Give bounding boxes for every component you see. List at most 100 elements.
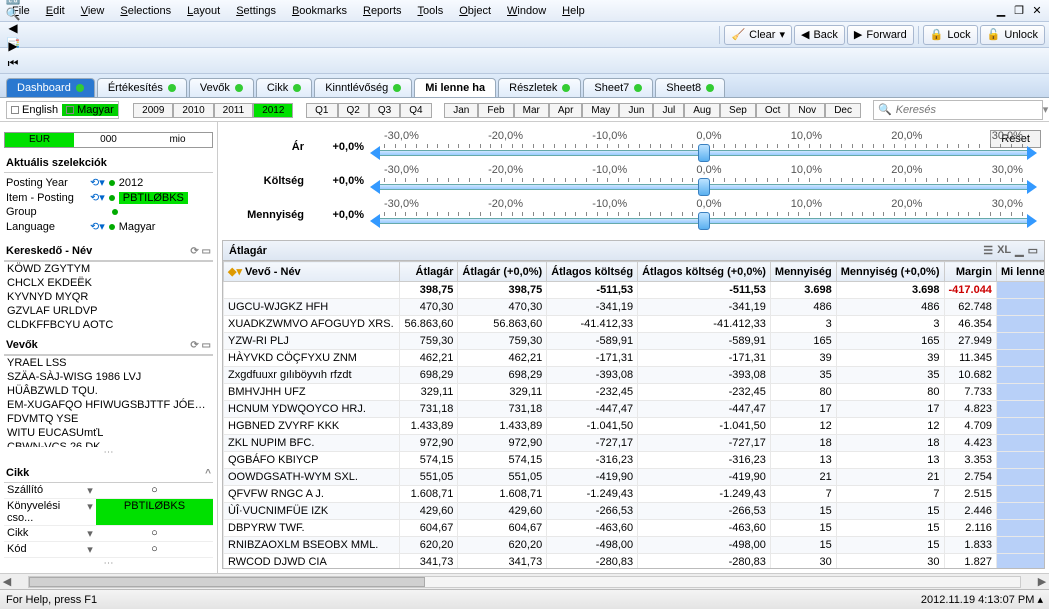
month-Apr[interactable]: Apr xyxy=(549,103,583,118)
list-item[interactable]: GZVLAF URLDVP xyxy=(4,304,213,318)
month-Aug[interactable]: Aug xyxy=(684,103,720,118)
tab-vevők[interactable]: Vevők xyxy=(189,78,254,97)
grid-col-header[interactable]: Átlagár xyxy=(400,262,458,282)
cikk-row[interactable]: Kód ▾ ○ xyxy=(4,542,213,558)
list1[interactable]: KÖWD ZGYTYMCHCLX EKDEËKKYVNYD MYQRGZVLAF… xyxy=(4,261,213,330)
table-row[interactable]: ÙÎ·VUCNIMFÜE IZK429,60429,60-266,53-266,… xyxy=(224,503,1045,520)
menu-selections[interactable]: Selections xyxy=(112,3,179,19)
year-2011[interactable]: 2011 xyxy=(214,103,254,118)
month-Jan[interactable]: Jan xyxy=(444,103,478,118)
grid-col-header[interactable]: Margin xyxy=(944,262,996,282)
minimize-icon[interactable]: ▁ xyxy=(993,4,1009,18)
cikk-expand-icon[interactable]: ^ xyxy=(205,468,211,479)
lock-button[interactable]: 🔒 Lock xyxy=(923,25,978,45)
menu-settings[interactable]: Settings xyxy=(228,3,284,19)
tab-részletek[interactable]: Részletek xyxy=(498,78,581,97)
table-row[interactable]: ZKL NUPIM BFC.972,90972,90-727,17-727,17… xyxy=(224,435,1045,452)
menu-help[interactable]: Help xyxy=(554,3,593,19)
slider-thumb[interactable] xyxy=(698,178,710,196)
menu-window[interactable]: Window xyxy=(499,3,554,19)
close-icon[interactable]: ✕ xyxy=(1029,4,1045,18)
scroll-right-icon[interactable]: ▶ xyxy=(1035,575,1049,588)
table-row[interactable]: QFVFW RNGC A J.1.608,711.608,71-1.249,43… xyxy=(224,486,1045,503)
list2-more-icon[interactable]: ⋯ xyxy=(4,447,213,458)
unlock-button[interactable]: 🔓 Unlock xyxy=(980,25,1045,45)
table-row[interactable]: RNIBZAOXLM BSEOBX MML.620,20620,20-498,0… xyxy=(224,537,1045,554)
grid-max-icon[interactable]: ▭ xyxy=(1028,244,1038,257)
table-row[interactable]: HÀYVKD CÖÇFYXU ZNM462,21462,21-171,31-17… xyxy=(224,350,1045,367)
undo-icon[interactable]: ⟲▾ xyxy=(90,220,105,233)
tab-sheet8[interactable]: Sheet8 xyxy=(655,78,725,97)
h-scrollbar[interactable]: ◀ ▶ xyxy=(0,573,1049,589)
slider-track[interactable]: -30,0%-20,0%-10,0%0,0%10,0%20,0%30,0% xyxy=(374,198,1033,232)
search-input[interactable] xyxy=(896,104,1039,116)
currency-mio[interactable]: mio xyxy=(143,133,212,147)
table-row[interactable]: QGBÁFO KBIYCP574,15574,15-316,23-316,231… xyxy=(224,452,1045,469)
slider-track[interactable]: -30,0%-20,0%-10,0%0,0%10,0%20,0%30,0% xyxy=(374,164,1033,198)
month-May[interactable]: May xyxy=(582,103,619,118)
toolbar-icon[interactable]: ◀ xyxy=(4,19,22,37)
quarter-Q4[interactable]: Q4 xyxy=(400,103,431,118)
tab-kinntlévőség[interactable]: Kinntlévőség xyxy=(314,78,412,97)
menu-layout[interactable]: Layout xyxy=(179,3,228,19)
selection-value[interactable]: PBTILØBKS xyxy=(119,192,188,204)
table-row[interactable]: XUADKZWMVO AFOGUYD XRS.56.863,6056.863,6… xyxy=(224,316,1045,333)
slider-track[interactable]: -30,0%-20,0%-10,0%0,0%10,0%20,0%30,0% xyxy=(374,130,1033,164)
grid-col-header[interactable]: Átlagár (+0,0%) xyxy=(458,262,547,282)
cikk-row[interactable]: Szállító ▾ ○ xyxy=(4,483,213,499)
grid-col-header[interactable]: Mennyiség xyxy=(770,262,836,282)
slider-left-icon[interactable] xyxy=(370,214,380,228)
toolbar-icon[interactable]: ▶ xyxy=(4,37,22,55)
toolbar-icon[interactable]: ⏮ xyxy=(4,55,22,73)
table-row[interactable]: UGCU-WJGKZ HFH470,30470,30-341,19-341,19… xyxy=(224,299,1045,316)
grid-export-icon[interactable]: ☰ xyxy=(983,244,993,257)
table-row[interactable]: YZW-RI PLJ759,30759,30-589,91-589,911651… xyxy=(224,333,1045,350)
list2[interactable]: YRAEL LSSSZÄA-SÀJ-WISG 1986 LVJHÜÂBZWLD … xyxy=(4,355,213,447)
list-item[interactable]: SZÄA-SÀJ-WISG 1986 LVJ xyxy=(4,370,213,384)
lang-magyar[interactable]: Magyar xyxy=(62,104,118,116)
slider-right-icon[interactable] xyxy=(1027,180,1037,194)
search-box[interactable]: 🔍 ▾ xyxy=(873,100,1043,120)
tab-sheet7[interactable]: Sheet7 xyxy=(583,78,653,97)
forward-button[interactable]: ▶ Forward xyxy=(847,25,914,45)
grid-excel-icon[interactable]: XL xyxy=(997,244,1011,257)
currency-000[interactable]: 000 xyxy=(74,133,143,147)
month-Oct[interactable]: Oct xyxy=(756,103,790,118)
year-2012[interactable]: 2012 xyxy=(253,103,293,118)
table-row[interactable]: HCNUM YDWQOYCO HRJ.731,18731,18-447,47-4… xyxy=(224,401,1045,418)
chevron-down-icon[interactable]: ▾ xyxy=(1043,103,1049,116)
cikk-row[interactable]: Könyvelési cso... ▾ PBTILØBKS xyxy=(4,499,213,526)
list-item[interactable]: KYVNYD MYQR xyxy=(4,290,213,304)
year-2009[interactable]: 2009 xyxy=(133,103,173,118)
year-2010[interactable]: 2010 xyxy=(173,103,213,118)
menu-edit[interactable]: Edit xyxy=(38,3,73,19)
currency-EUR[interactable]: EUR xyxy=(5,133,74,147)
month-Jun[interactable]: Jun xyxy=(619,103,653,118)
restore-icon[interactable]: ❐ xyxy=(1011,4,1027,18)
month-Feb[interactable]: Feb xyxy=(478,103,513,118)
tab-értékesítés[interactable]: Értékesítés xyxy=(97,78,187,97)
list1-tools-icon[interactable]: ⟳ ▭ xyxy=(190,246,211,257)
grid-col-header[interactable]: Mennyiség (+0,0%) xyxy=(836,262,944,282)
cikk-more-icon[interactable]: ⋯ xyxy=(4,558,213,569)
menu-object[interactable]: Object xyxy=(451,3,499,19)
table-row[interactable]: BMHVJHH UFZ329,11329,11-232,45-232,45808… xyxy=(224,384,1045,401)
table-row[interactable]: RWCOD DJWD CIA341,73341,73-280,83-280,83… xyxy=(224,554,1045,569)
language-selector[interactable]: English Magyar xyxy=(6,101,119,119)
scroll-thumb[interactable] xyxy=(29,577,425,587)
month-Dec[interactable]: Dec xyxy=(825,103,861,118)
menu-bookmarks[interactable]: Bookmarks xyxy=(284,3,355,19)
list-item[interactable]: CBWN-VÇS 26 DK. xyxy=(4,440,213,447)
currency-segment[interactable]: EUR000mio xyxy=(4,132,213,148)
grid-min-icon[interactable]: ▁ xyxy=(1015,244,1023,257)
scroll-left-icon[interactable]: ◀ xyxy=(0,575,14,588)
back-button[interactable]: ◀ Back xyxy=(794,25,845,45)
undo-icon[interactable]: ⟲▾ xyxy=(90,191,105,204)
month-Mar[interactable]: Mar xyxy=(514,103,549,118)
slider-left-icon[interactable] xyxy=(370,146,380,160)
tab-cikk[interactable]: Cikk xyxy=(256,78,312,97)
menu-tools[interactable]: Tools xyxy=(410,3,452,19)
lang-english[interactable]: English xyxy=(7,104,62,116)
table-row[interactable]: DBPYRW TWF.604,67604,67-463,60-463,60151… xyxy=(224,520,1045,537)
quarter-Q2[interactable]: Q2 xyxy=(338,103,369,118)
